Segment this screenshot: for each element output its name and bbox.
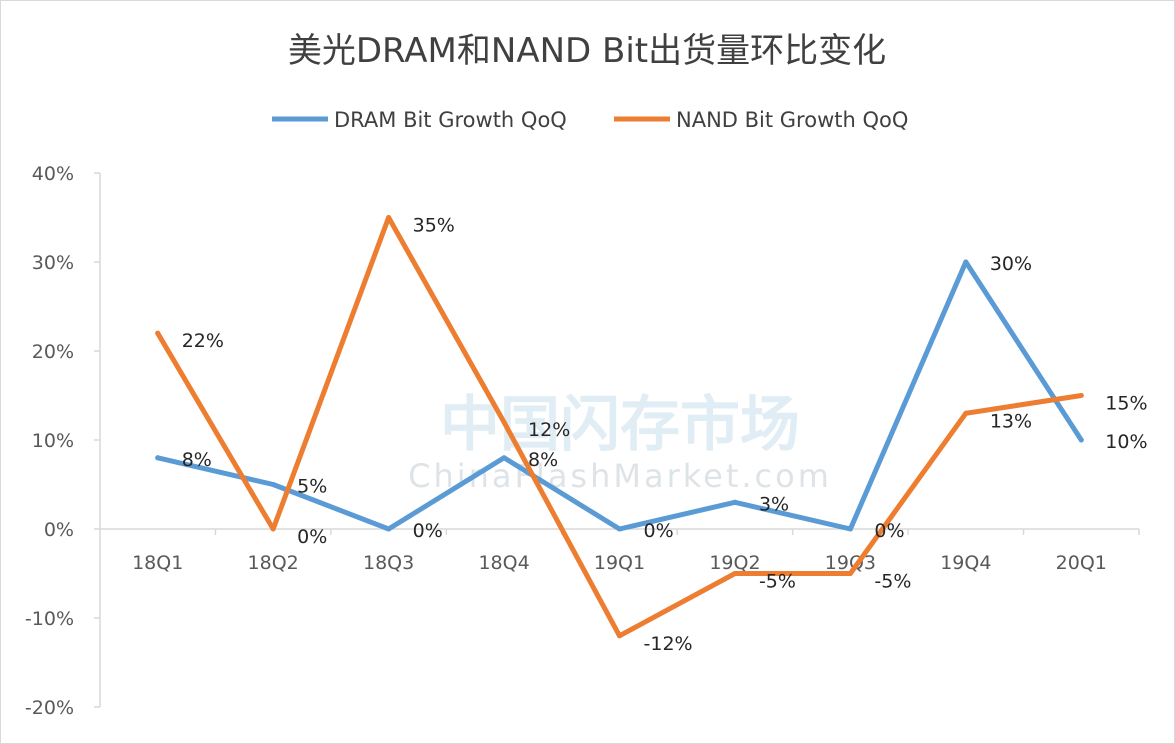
data-point-nand	[847, 571, 853, 576]
data-point-nand	[732, 571, 738, 576]
data-point-dram	[155, 455, 161, 461]
legend: DRAM Bit Growth QoQ NAND Bit Growth QoQ	[272, 108, 908, 132]
data-label-nand: -12%	[644, 633, 693, 655]
legend-label-dram: DRAM Bit Growth QoQ	[334, 108, 567, 132]
y-tick-label: 30%	[32, 252, 74, 274]
data-point-nand	[1078, 393, 1084, 398]
watermark-main: 中国闪存市场	[440, 390, 800, 460]
chart-title: 美光DRAM和NAND Bit出货量环比变化	[288, 31, 886, 71]
y-tick-label: -10%	[25, 608, 74, 630]
data-label-nand: 22%	[182, 330, 224, 352]
data-label-nand: 0%	[297, 526, 327, 548]
y-tick-label: 10%	[32, 430, 74, 452]
y-tick-label: 0%	[44, 519, 74, 541]
x-tick-label: 19Q2	[709, 552, 760, 574]
x-tick-label: 19Q4	[940, 552, 991, 574]
x-tick-label: 18Q3	[363, 552, 414, 574]
watermark: 中国闪存市场 ChinaFlashMarket.com	[408, 390, 829, 495]
data-point-dram	[963, 259, 969, 265]
data-label-dram: 0%	[874, 520, 904, 542]
data-point-nand	[963, 410, 969, 416]
data-label-dram: 8%	[528, 449, 558, 471]
data-point-dram	[386, 526, 392, 532]
data-point-dram	[1078, 437, 1084, 443]
data-label-dram: 0%	[644, 520, 674, 542]
data-label-nand: -5%	[759, 571, 796, 593]
y-tick-label: 40%	[32, 163, 74, 185]
data-point-nand	[617, 633, 622, 639]
data-point-dram	[617, 526, 622, 532]
x-tick-label: 18Q4	[478, 552, 529, 574]
legend-label-nand: NAND Bit Growth QoQ	[676, 108, 908, 132]
x-tick-label: 18Q2	[248, 552, 299, 574]
x-tick-label: 20Q1	[1056, 552, 1107, 574]
data-point-nand	[386, 215, 392, 220]
data-label-nand: 15%	[1105, 393, 1147, 415]
data-point-nand	[270, 526, 276, 532]
data-label-nand: -5%	[874, 571, 911, 593]
data-label-dram: 0%	[413, 520, 443, 542]
data-label-nand: 13%	[990, 410, 1032, 432]
data-label-dram: 8%	[182, 449, 212, 471]
data-label-dram: 30%	[990, 253, 1032, 275]
data-label-dram: 5%	[297, 476, 327, 498]
y-tick-label: 20%	[32, 341, 74, 363]
data-label-nand: 35%	[413, 215, 455, 237]
data-point-dram	[501, 455, 507, 461]
x-tick-label: 19Q1	[594, 552, 645, 574]
data-point-dram	[270, 482, 276, 487]
data-label-nand: 12%	[528, 419, 570, 441]
data-point-dram	[847, 526, 853, 532]
x-tick-label: 18Q1	[132, 552, 183, 574]
series-layer	[155, 215, 1084, 639]
data-labels: 8% 5% 0% 8% 0% 3% 0% 30% 10% 22% 0% 35% 12% -12% -5% -5…	[182, 215, 1148, 655]
data-point-nand	[501, 419, 507, 425]
data-label-dram: 10%	[1105, 431, 1147, 453]
data-point-nand	[155, 330, 161, 336]
axes: 40% 30% 20% 10% 0% -10% -20% 18Q1 18Q2 18Q3 18Q4 19…	[25, 163, 1140, 719]
data-point-dram	[732, 499, 738, 505]
data-label-dram: 3%	[759, 493, 789, 515]
y-tick-label: -20%	[25, 697, 74, 719]
